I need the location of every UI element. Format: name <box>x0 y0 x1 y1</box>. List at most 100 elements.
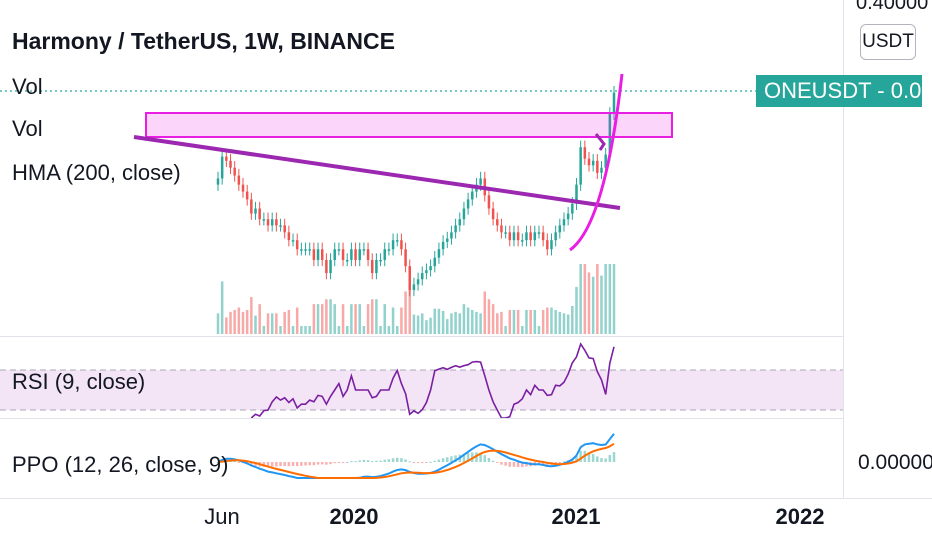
ppo-histogram-bar <box>345 461 349 463</box>
volume-bar <box>450 313 453 334</box>
candle-body <box>216 178 220 185</box>
candle-body <box>458 219 462 226</box>
volume-bar <box>316 304 320 334</box>
candle-body <box>308 249 311 251</box>
candle-body <box>496 219 499 226</box>
volume-bar <box>345 326 349 334</box>
ppo-histogram-bar <box>270 462 274 467</box>
candle-body <box>337 249 341 251</box>
candle-body <box>400 240 403 250</box>
indicator-label-rsi[interactable]: RSI (9, close) <box>12 369 146 394</box>
ppo-histogram-bar <box>516 462 520 468</box>
candle-body <box>254 208 257 214</box>
candle-body <box>450 232 453 239</box>
candle-body <box>541 232 545 241</box>
ppo-histogram-bar <box>283 462 286 467</box>
candle-body <box>437 249 441 258</box>
ppo-histogram-bar <box>600 458 603 462</box>
ppo-histogram-bar <box>295 462 299 467</box>
volume-bar <box>358 304 361 334</box>
volume-bar <box>579 264 582 334</box>
candle-body <box>433 257 437 267</box>
ppo-histogram-bar <box>341 462 345 463</box>
candle-body <box>575 184 578 204</box>
indicator-label-vol-2[interactable]: Vol <box>12 116 43 141</box>
ppo-histogram-bar <box>454 455 457 462</box>
candle-body <box>521 240 524 242</box>
ppo-histogram-bar <box>279 462 282 467</box>
ppo-histogram-bar <box>370 460 374 462</box>
volume-bar <box>291 326 295 334</box>
volume-bar <box>441 310 445 334</box>
candle-body <box>383 249 386 260</box>
ppo-histogram-bar <box>471 452 474 462</box>
indicator-label-vol-1[interactable]: Vol <box>12 74 43 99</box>
ppo-histogram-bar <box>475 452 478 462</box>
ppo-histogram-bar <box>400 458 403 462</box>
candle-body <box>558 225 562 233</box>
candle-body <box>479 178 482 185</box>
ppo-histogram-bar <box>587 452 591 462</box>
ppo-histogram-bar <box>525 462 528 467</box>
candle-body <box>375 259 378 274</box>
candle-body <box>587 158 591 166</box>
volume-bar <box>225 317 228 334</box>
candle-body <box>295 240 299 250</box>
candle-body <box>225 156 228 161</box>
volume-bar <box>300 326 303 334</box>
candle-body <box>283 225 286 233</box>
ppo-histogram-bar <box>329 462 332 465</box>
currency-button[interactable]: USDT <box>860 24 916 60</box>
volume-bar <box>475 311 478 334</box>
volume-bar <box>391 307 395 334</box>
candle-body <box>333 249 336 260</box>
volume-bar <box>245 309 249 334</box>
volume-bar <box>312 304 316 334</box>
volume-bar <box>416 315 420 334</box>
indicator-label-hma[interactable]: HMA (200, close) <box>12 160 181 185</box>
volume-bar <box>491 304 495 334</box>
volume-bar <box>258 304 261 334</box>
ppo-histogram-bar <box>575 456 578 462</box>
volume-bar <box>308 326 311 334</box>
pane-divider-rsi <box>0 336 843 337</box>
volume-bar <box>562 313 566 334</box>
candle-body <box>608 113 612 155</box>
volume-bar <box>421 313 424 334</box>
candle-body <box>387 249 391 251</box>
volume-bar <box>404 291 407 334</box>
ppo-histogram-bar <box>541 462 545 465</box>
ppo-histogram-bar <box>512 462 516 467</box>
ppo-histogram-bar <box>441 458 445 462</box>
volume-bar <box>354 304 357 334</box>
price-scale-divider <box>843 0 844 498</box>
volume-bar <box>337 326 341 334</box>
parabolic-curve <box>569 73 624 252</box>
ppo-histogram-bar <box>233 460 236 462</box>
candle-body <box>329 259 332 274</box>
volume-bar <box>541 309 545 334</box>
volume-bar <box>275 313 278 334</box>
time-tick-2022: 2022 <box>775 504 825 529</box>
ppo-histogram-bar <box>312 462 316 466</box>
ppo-histogram-bar <box>421 462 424 463</box>
time-tick-2020: 2020 <box>329 504 379 529</box>
ppo-histogram-bar <box>450 456 453 462</box>
candle-body <box>596 160 599 173</box>
ppo-histogram-bar <box>250 462 253 466</box>
volume-bar <box>408 277 411 334</box>
candle-body <box>312 249 316 260</box>
ppo-histogram-bar <box>416 462 420 463</box>
ppo-histogram-bar <box>487 457 491 462</box>
candle-body <box>525 232 528 241</box>
candle-body <box>550 240 553 250</box>
ppo-histogram-bar <box>379 460 382 462</box>
candle-body <box>250 199 253 214</box>
symbol-title[interactable]: Harmony / TetherUS, 1W, BINANCE <box>12 28 395 54</box>
volume-bar <box>591 276 595 334</box>
indicator-label-ppo[interactable]: PPO (12, 26, close, 9) <box>12 452 229 477</box>
candle-body <box>612 92 616 114</box>
ppo-histogram-bar <box>433 460 437 462</box>
